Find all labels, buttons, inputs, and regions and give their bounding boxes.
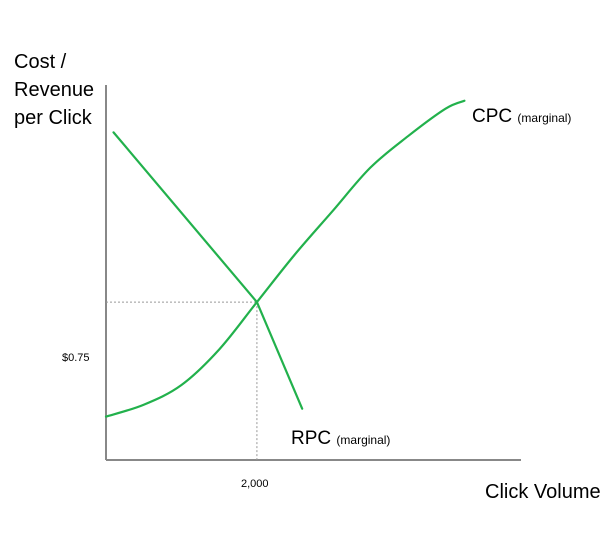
x-axis-label: Click Volume bbox=[485, 481, 601, 503]
cpc-series-name: CPC bbox=[472, 106, 513, 127]
cpc-series-line bbox=[104, 99, 466, 418]
y-tick-label: $0.75 bbox=[62, 352, 90, 364]
cpc-series-suffix: (marginal) bbox=[517, 111, 572, 125]
cpc-series-label: CPC (marginal) bbox=[472, 106, 571, 128]
rpc-series-suffix: (marginal) bbox=[336, 433, 391, 447]
x-tick-label: 2,000 bbox=[241, 478, 269, 490]
rpc-series-line bbox=[112, 131, 304, 410]
y-axis-label: Cost / Revenue per Click bbox=[14, 51, 95, 129]
rpc-series-label: RPC (marginal) bbox=[291, 428, 390, 450]
rpc-series-name: RPC bbox=[291, 428, 332, 449]
